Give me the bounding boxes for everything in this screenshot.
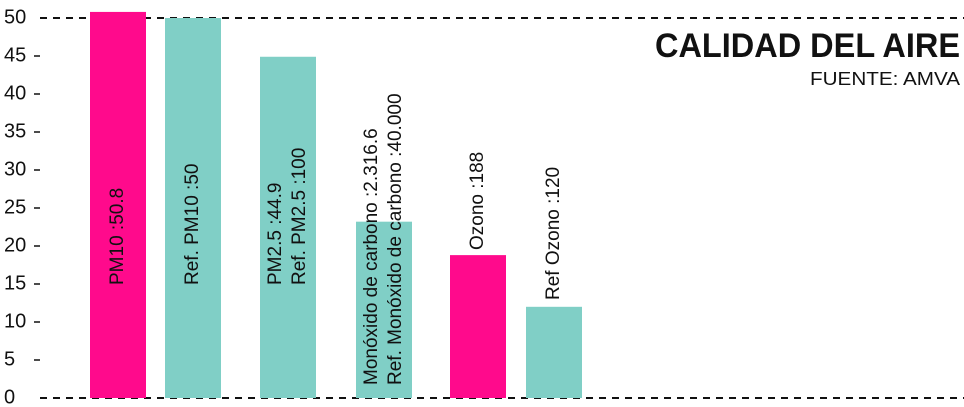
bar	[260, 56, 316, 398]
y-tick-label: 50	[4, 6, 26, 28]
chart-subtitle: FUENTE: AMVA	[810, 69, 960, 89]
y-tick-label: 10	[4, 310, 26, 332]
y-tick-label: 0	[4, 386, 15, 407]
bar-label: PM10 :50.8	[107, 188, 128, 285]
y-tick-label: 20	[4, 234, 26, 256]
y-tick-label: 35	[4, 120, 26, 142]
bar-label: Ref. Monóxido de carbono :40.000	[385, 93, 406, 385]
y-tick-label: 40	[4, 82, 26, 104]
y-tick-label: 5	[4, 348, 15, 370]
y-tick-label: 30	[4, 158, 26, 180]
y-tick-label: 15	[4, 272, 26, 294]
bar	[90, 11, 146, 398]
bar	[450, 255, 506, 398]
y-tick-label: 25	[4, 196, 26, 218]
bar	[165, 18, 221, 398]
y-tick-label: 45	[4, 44, 26, 66]
chart-title: CALIDAD DEL AIRE	[655, 27, 960, 65]
bar	[526, 306, 582, 398]
bar-label: Ref. PM2.5 :100	[289, 148, 310, 285]
bar-label: PM2.5 :44.9	[265, 183, 286, 285]
bar-label: Monóxido de carbono :2.316.6	[361, 128, 382, 385]
bar	[356, 221, 412, 398]
bar-label: Ozono :188	[467, 152, 488, 250]
bar-label: Ref. PM10 :50	[182, 164, 203, 285]
bar-label: Ref Ozono :120	[543, 167, 564, 300]
